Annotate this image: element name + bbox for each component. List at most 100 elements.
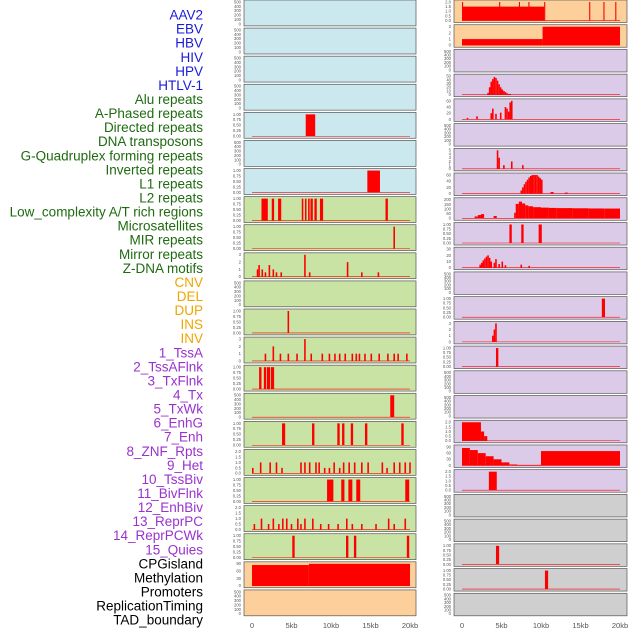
left-track-19-ytick: 1.00 [233, 533, 242, 538]
right-track-13-bar-0 [492, 335, 494, 342]
right-track-15-ytick: 200 [444, 381, 452, 386]
left-track-9-bar-9 [308, 272, 311, 277]
right-track-8-bar-7 [522, 203, 526, 219]
left-track-3-ytick: 200 [234, 97, 242, 102]
right-track-18-bar-2 [477, 453, 486, 466]
left-track-16-bar-2 [269, 462, 271, 474]
left-track-9-bar-11 [361, 272, 363, 277]
left-track-12-bar-19 [393, 353, 395, 361]
right-track-0-ytick: 2.0 [445, 0, 451, 4]
left-track-11-panel [243, 308, 417, 336]
left-track-16-bar-5 [300, 462, 302, 474]
row-label-9-het: 9_Het [167, 458, 203, 473]
left-track-0-ytick: 100 [234, 17, 242, 22]
right-track-3-ytick: 10 [446, 88, 451, 93]
right-track-16-ytick: 400 [444, 399, 452, 404]
row-label-inv: INV [180, 331, 203, 346]
right-track-18-bar-6 [509, 464, 518, 466]
right-track-7-bar-11 [537, 176, 540, 194]
right-track-19-ytick: 1.5 [445, 474, 451, 479]
left-track-18-bar-18 [375, 524, 377, 530]
right-track-10-ytick: 20 [446, 253, 451, 258]
left-track-12-bar-10 [338, 353, 341, 361]
right-track-7-bar-10 [536, 175, 538, 194]
left-track-4-ytick: 1.00 [233, 112, 242, 117]
right-track-24-ytick: 500 [444, 593, 452, 598]
right-track-9-ytick: 0.00 [443, 240, 452, 245]
left-track-18-bar-2 [267, 524, 270, 530]
left-track-16-bar-22 [398, 462, 401, 474]
row-label-ins: INS [180, 317, 203, 332]
right-track-2-ytick: 100 [444, 64, 452, 69]
left-track-6-ytick: 0.00 [233, 190, 242, 195]
left-track-3-ytick: 0 [239, 106, 242, 111]
left-track-21-ytick: 400 [234, 594, 242, 599]
right-track-10-bar-9 [495, 259, 497, 268]
left-track-16-bar-4 [281, 467, 283, 474]
right-track-20-ytick: 0 [449, 512, 452, 517]
right-track-18-bar-0 [462, 447, 470, 466]
left-track-14-ytick: 0 [239, 415, 242, 420]
right-track-9-ytick: 0.25 [443, 236, 452, 241]
right-track-4-ytick: 40 [446, 104, 451, 109]
right-track-15-ytick: 500 [444, 370, 452, 375]
right-track-22-ytick: 0.00 [443, 562, 452, 567]
left-track-12-bar-0 [264, 353, 267, 361]
left-track-1-ytick: 300 [234, 36, 242, 41]
right-track-14-ytick: 0.50 [443, 355, 452, 360]
right-track-5-ytick: 400 [444, 127, 452, 132]
left-track-16-bar-7 [308, 462, 311, 474]
right-track-18-ytick: 30 [446, 457, 451, 462]
left-track-17-bar-0 [327, 479, 334, 502]
left-track-12-bar-16 [370, 353, 373, 361]
right-track-6-ytick: 4 [449, 151, 452, 156]
left-track-10-ytick: 500 [234, 280, 242, 285]
left-track-18-bar-21 [404, 518, 407, 530]
row-label-alu-repeats: Alu repeats [135, 92, 204, 107]
right-track-1-ytick: 2 [449, 30, 452, 35]
left-track-5-ytick: 100 [234, 157, 242, 162]
right-track-3-bar-8 [499, 87, 502, 95]
left-track-16-bar-0 [252, 467, 254, 474]
right-track-13-ytick: 0 [449, 339, 452, 344]
right-track-13-ytick: 3 [449, 321, 452, 326]
right-track-3-bar-6 [496, 80, 499, 95]
left-track-13-bar-2 [267, 367, 271, 390]
right-track-22-ytick: 1.00 [443, 543, 452, 548]
left-track-14-ytick: 400 [234, 397, 242, 402]
left-track-12-bar-17 [378, 353, 380, 361]
left-x-tick-10kb: 10kb [323, 621, 339, 630]
right-track-15-ytick: 0 [449, 389, 452, 394]
left-track-1-ytick: 400 [234, 32, 242, 37]
right-track-5-ytick: 100 [444, 138, 452, 143]
row-label-13-reprpc: 13_ReprPC [132, 514, 203, 529]
left-track-0-ytick: 500 [234, 0, 242, 4]
left-track-16-bar-12 [333, 462, 335, 474]
left-track-18-ytick: 2.0 [235, 505, 241, 510]
left-track-18-bar-8 [297, 518, 299, 530]
right-track-14-ytick: 0.25 [443, 359, 452, 364]
left-track-8-ytick: 1.00 [233, 224, 242, 229]
right-track-0-spike-3 [528, 2, 530, 21]
right-track-1-ytick: 0 [449, 43, 452, 48]
right-track-9-bar-2 [538, 224, 542, 243]
right-track-0-ytick: 1.5 [445, 4, 451, 9]
left-track-8-bar-0 [393, 226, 395, 249]
left-track-17-ytick: 0.00 [233, 499, 242, 504]
right-track-16-panel [453, 395, 628, 419]
right-track-3-bar-10 [503, 90, 505, 95]
right-track-4-bar-9 [509, 102, 511, 120]
right-track-18-ytick: 0 [449, 463, 452, 468]
left-track-12-bar-21 [406, 353, 408, 361]
left-track-16-bar-10 [323, 467, 326, 474]
row-label-aav2: AAV2 [169, 8, 203, 23]
left-track-19-bar-3 [406, 535, 410, 558]
row-label-hbv: HBV [175, 36, 203, 51]
left-track-16-bar-24 [409, 462, 411, 474]
left-track-8-panel [243, 224, 417, 251]
row-label-2-tssaflnk: 2_TssAFlnk [133, 359, 203, 374]
row-label-del: DEL [177, 289, 204, 304]
left-track-15-ytick: 0.25 [233, 437, 242, 442]
right-track-17-bar-1 [480, 431, 485, 441]
right-track-23-ytick: 0.25 [443, 582, 452, 587]
